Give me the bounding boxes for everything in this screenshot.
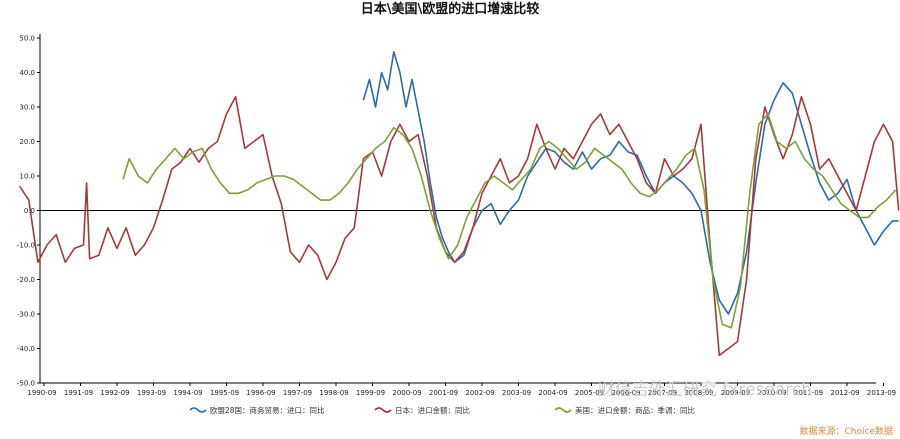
y-tick-label: 40.0: [19, 69, 35, 77]
x-tick-label: 2007-09: [648, 389, 677, 397]
legend: 欧盟28国：商务贸易：进口：同比 日本：进口金额：同比 美国：进口金额：商品：季调：…: [189, 405, 695, 415]
series-line-1: [362, 50, 899, 315]
x-tick-label: 2012-09: [830, 389, 859, 397]
series-line-2: [19, 95, 900, 357]
y-tick-label: 30.0: [19, 104, 35, 112]
x-tick-label: 2010-09: [757, 389, 786, 397]
x-tick-label: 2001-09: [429, 389, 458, 397]
x-tick-label: 2009-09: [721, 389, 750, 397]
legend-label-1: 欧盟28国：商务贸易：进口：同比: [210, 405, 325, 415]
y-tick-label: 20.0: [19, 138, 35, 146]
x-tick-label: 1991-09: [64, 389, 93, 397]
x-tick-label: 2008-09: [684, 389, 713, 397]
x-tick-label: 1996-09: [246, 389, 275, 397]
y-tick-label: 10.0: [19, 173, 35, 181]
x-tick-label: 1998-09: [319, 389, 348, 397]
x-tick-label: 1990-09: [27, 389, 56, 397]
y-tick-label: 0.0: [24, 207, 35, 215]
y-tick-label: -30.0: [17, 311, 35, 319]
chart-title: 日本\美国\欧盟的进口增速比较: [361, 1, 540, 17]
x-tick-label: 2006-09: [611, 389, 640, 397]
legend-label-2: 日本：进口金额：同比: [395, 405, 470, 415]
x-tick-label: 2003-09: [502, 389, 531, 397]
x-tick-label: 1992-09: [100, 389, 129, 397]
x-tick-label: 2011-09: [794, 389, 823, 397]
legend-swatch-3: [554, 407, 572, 413]
y-tick-label: -50.0: [17, 380, 35, 388]
legend-swatch-1: [189, 407, 207, 413]
series-line-3: [122, 113, 897, 329]
x-tick-label: 2005-09: [575, 389, 604, 397]
x-tick-label: 1997-09: [283, 389, 312, 397]
x-tick-label: 1994-09: [173, 389, 202, 397]
watermark-text: 财信吉外汇研究 fxresearch: [598, 380, 812, 400]
x-tick-label: 1999-09: [356, 389, 385, 397]
plot-area: 50.0 40.0 30.0 20.0 10.0 0.0 -10.0 -20.0 -30.0 -4…: [17, 34, 900, 397]
legend-label-3: 美国：进口金额：商品：季调：同比: [575, 405, 695, 415]
x-tick-label: 2004-09: [538, 389, 567, 397]
y-tick-label: -10.0: [17, 242, 35, 250]
x-tick-label: 2000-09: [392, 389, 421, 397]
x-tick-label: 1995-09: [210, 389, 239, 397]
y-tick-label: -20.0: [17, 276, 35, 284]
x-tick-label: 2013-09: [867, 389, 896, 397]
y-tick-label: -40.0: [17, 345, 35, 353]
x-tick-label: 2002-09: [465, 389, 494, 397]
data-source-note: 数据来源：Choice数据: [800, 425, 893, 437]
x-tick-label: 1993-09: [137, 389, 166, 397]
legend-swatch-2: [374, 407, 392, 413]
y-tick-label: 50.0: [19, 35, 35, 43]
